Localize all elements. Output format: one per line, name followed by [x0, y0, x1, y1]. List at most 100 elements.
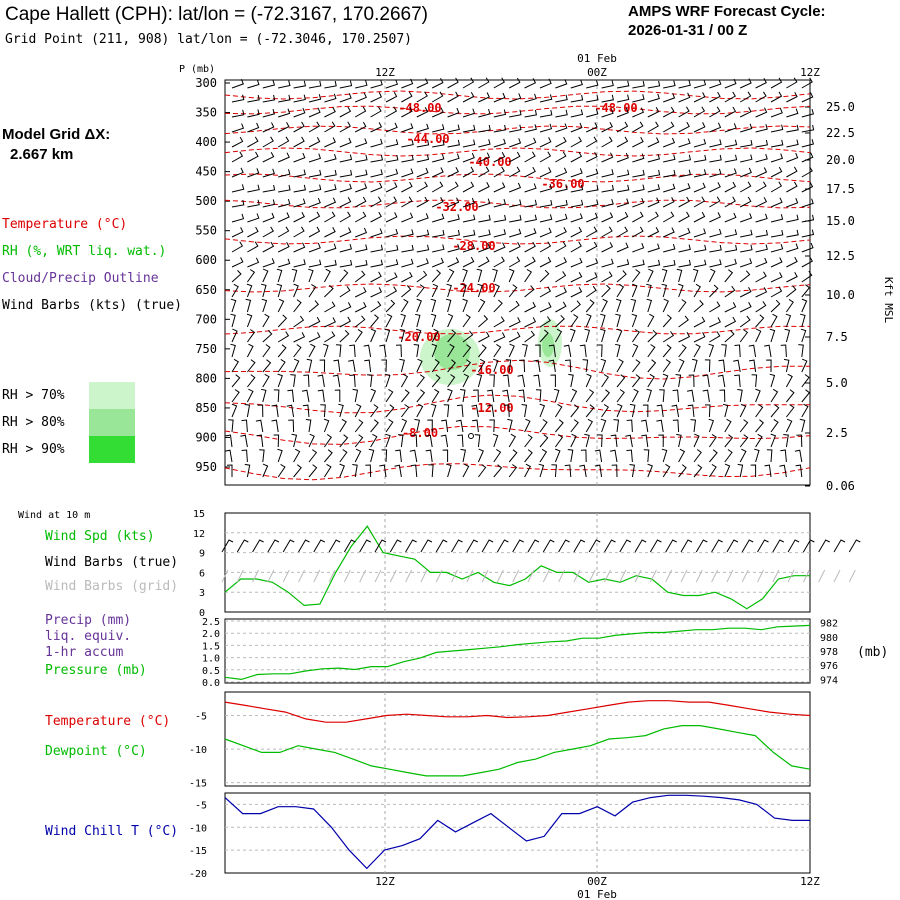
wind-barb: [739, 286, 752, 298]
wind-barb: [555, 241, 567, 253]
wind-barb: [739, 270, 751, 283]
wind-barb: [570, 109, 584, 118]
wind-barb: [384, 373, 391, 388]
wind-barb: [688, 374, 695, 388]
wind-barb: [766, 359, 772, 373]
wind-barb: [308, 107, 321, 118]
wind-barb: [339, 80, 353, 89]
wind-barb: [308, 153, 322, 163]
wind-barb: [262, 359, 272, 373]
wind-barb: [261, 298, 268, 313]
wind-barb: [446, 283, 452, 298]
windchill-panel-frame: [224, 792, 811, 874]
temperature-contour-label: -32.00: [435, 200, 478, 214]
wind-barb: [548, 359, 556, 373]
wind-barb: [632, 169, 645, 178]
wind-barb: [363, 344, 372, 358]
wind-barb: [339, 169, 353, 178]
wind-barb: [324, 153, 337, 163]
bottom-date-label: 01 Feb: [577, 888, 617, 900]
wind-barb: [616, 374, 626, 388]
wind-barb: [355, 138, 368, 148]
wind-barb: [286, 404, 295, 418]
pressure-unit-label: (mb): [857, 645, 888, 660]
wind-barb: [324, 284, 334, 298]
temperature-legend: Temperature (°C): [2, 217, 128, 232]
wind-barb: [709, 212, 721, 223]
wind-barb: [555, 123, 568, 133]
wind-barb: [324, 107, 336, 118]
wind-barb-true: [221, 539, 234, 553]
wind-barb: [447, 374, 456, 388]
wind-barb: [231, 213, 245, 223]
wind-barb: [339, 302, 352, 313]
wind-barb: [447, 139, 461, 148]
wind-barb: [616, 169, 630, 178]
wind-barb: [693, 211, 706, 223]
wind-barb: [647, 268, 654, 283]
wind-barb: [786, 124, 799, 133]
wind-barb: [751, 374, 758, 388]
wind-barb: [632, 243, 645, 253]
wind-barb: [647, 359, 657, 373]
wind-barb: [539, 419, 548, 433]
wind-barb: [585, 313, 592, 328]
temperature-contour: [224, 90, 811, 100]
wind-barb: [724, 269, 734, 283]
wind-barb-grid: [741, 569, 749, 583]
wind-barb: [539, 316, 551, 328]
wind-barb: [647, 329, 658, 343]
wind-barb: [524, 317, 537, 328]
wind-barb: [786, 166, 798, 178]
wind-barb: [355, 92, 367, 103]
wind-barb: [370, 92, 383, 103]
wind-barb: [385, 313, 393, 328]
wind-barb: [370, 388, 377, 403]
wind-barb: [724, 91, 736, 103]
wind-barb-true: [359, 539, 371, 553]
wind-barb-grid: [772, 569, 780, 583]
temperature-contour-label: -24.00: [452, 281, 495, 295]
wind-barb: [430, 403, 437, 418]
wind-barb: [616, 136, 629, 148]
wind-barb: [293, 152, 306, 163]
wind-barb-true: [726, 539, 739, 553]
wind-barb: [755, 77, 767, 89]
wind-barb: [632, 359, 641, 373]
pressure-tick-label: 976: [820, 661, 838, 672]
wind-barb: [678, 138, 691, 148]
wind-barb: [615, 313, 621, 328]
wind-barb: [739, 329, 749, 343]
wind-barb-true: [512, 539, 524, 553]
wind-barb: [447, 197, 460, 208]
pressure-tick-label: 900: [195, 430, 217, 444]
wind-barb: [658, 434, 664, 448]
wind-barb: [690, 419, 697, 433]
wind-barb: [231, 109, 245, 118]
wind-barb: [446, 463, 452, 478]
wind-barb: [755, 433, 763, 448]
wind-barb: [539, 241, 552, 253]
wind-barb: [724, 449, 733, 463]
wind-barb: [493, 256, 505, 268]
wind-barb: [478, 152, 491, 163]
wind-barb: [247, 94, 260, 103]
wind-barb: [691, 358, 698, 373]
temperature-contour-label: -44.00: [406, 132, 449, 146]
wind-barb: [786, 214, 799, 223]
wind-barb: [678, 332, 691, 343]
wind-barb: [291, 433, 298, 448]
wind-barb-grid: [787, 569, 795, 583]
wind-barb: [709, 317, 721, 328]
wind-barb: [708, 343, 715, 358]
wind-barb: [370, 228, 383, 238]
wind-barb: [570, 122, 583, 133]
wind-barb: [308, 464, 318, 478]
wind-barb: [724, 316, 737, 328]
temperature-tick-label: -5: [195, 712, 207, 723]
wind-barb: [262, 226, 274, 238]
wind-barb: [554, 403, 563, 418]
wind-barb: [385, 139, 399, 148]
wind-barb: [631, 343, 639, 358]
wind-barb: [524, 109, 537, 118]
